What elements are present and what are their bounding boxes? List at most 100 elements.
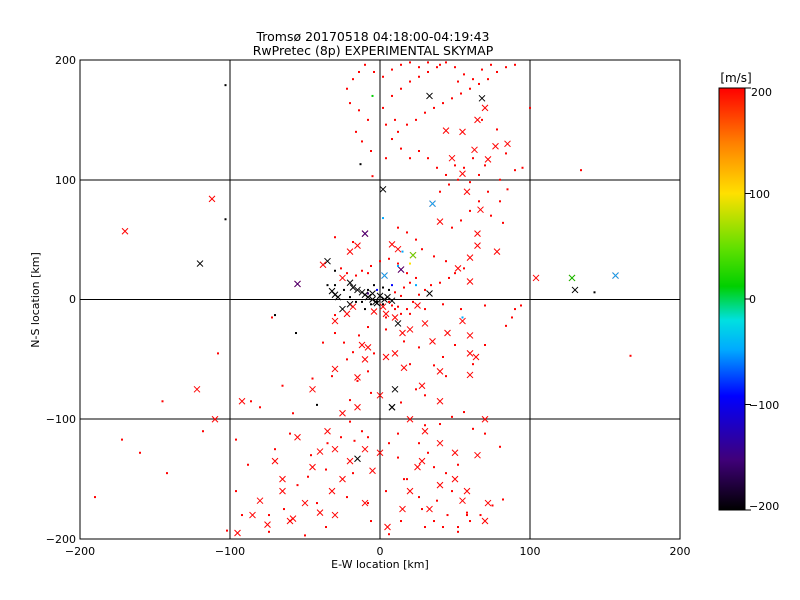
data-point-dot (397, 305, 399, 308)
data-point-x (271, 457, 279, 465)
data-point-x (472, 353, 480, 361)
data-point-x (388, 403, 396, 411)
data-point-x (421, 427, 429, 435)
data-point-dot (376, 300, 378, 303)
data-point-dot (409, 157, 411, 160)
data-point-dot (382, 303, 384, 306)
data-point-dot (478, 200, 480, 203)
data-point-x (459, 497, 466, 505)
data-point-x (354, 373, 361, 381)
data-point-x (328, 287, 336, 295)
data-point-dot (472, 157, 474, 160)
data-point-dot (367, 326, 369, 329)
data-point-dot (529, 106, 531, 109)
data-point-x (414, 463, 421, 471)
data-point-x (264, 521, 271, 528)
data-point-dot (388, 300, 390, 303)
data-point-dot (373, 284, 375, 287)
data-point-x (466, 371, 474, 379)
data-point-dot (388, 442, 390, 445)
data-point-dot (361, 430, 363, 433)
data-point-dot (394, 118, 396, 121)
data-point-dot (394, 291, 396, 294)
data-point-dot (424, 111, 426, 114)
data-point-dot (310, 454, 312, 457)
data-point-x (208, 195, 216, 203)
data-point-dot (446, 514, 449, 517)
data-point-dot (385, 157, 387, 160)
data-point-dot (406, 123, 408, 126)
data-point-x (436, 481, 444, 489)
data-point-x (391, 350, 399, 357)
data-point-dot (499, 200, 501, 203)
data-point-x (369, 467, 376, 475)
data-point-dot (326, 442, 329, 445)
data-point-dot (400, 401, 402, 404)
data-point-dot (418, 75, 420, 78)
data-point-x (316, 448, 324, 455)
colorbar-ticks (745, 87, 751, 511)
data-point-dot (418, 442, 420, 445)
grid-lines (80, 60, 680, 539)
data-point-x (463, 188, 471, 196)
data-point-dot (349, 399, 351, 402)
data-point-dot (361, 140, 363, 143)
data-point-dot (379, 260, 381, 263)
data-point-x (309, 463, 316, 471)
data-point-dot (382, 106, 384, 109)
data-point-dot (472, 363, 474, 366)
data-point-x (571, 286, 579, 294)
data-point-x (346, 279, 354, 287)
data-point-dot (343, 288, 345, 291)
data-point-dot (161, 400, 164, 403)
data-point-x (436, 367, 444, 375)
data-point-dot (409, 80, 411, 83)
data-point-dot (364, 63, 366, 66)
data-point-x (279, 487, 286, 495)
data-point-dot (445, 260, 447, 263)
data-point-dot (506, 188, 509, 191)
data-point-dot (406, 272, 408, 275)
data-point-dot (463, 267, 465, 270)
plot-frame (79, 59, 681, 540)
data-point-dot (415, 118, 417, 121)
colorbar-tick-label: 100 (749, 188, 770, 201)
data-point-dot (385, 328, 387, 331)
data-point-x (474, 451, 481, 459)
data-point-dot (433, 255, 435, 258)
colorbar-gradient (718, 87, 746, 511)
data-point-x (429, 338, 436, 345)
data-point-x (466, 350, 474, 357)
data-point-dot (469, 209, 471, 212)
data-point-dot (326, 284, 329, 287)
data-point-x (418, 457, 426, 465)
data-point-dot (521, 166, 524, 169)
x-axis: −200 −100 0 100 200 E-W location [km] (65, 545, 691, 571)
data-point-dot (361, 269, 363, 272)
data-point-dot (259, 406, 261, 409)
data-point-dot (388, 288, 390, 291)
data-point-dot (352, 472, 354, 475)
data-point-dot (268, 530, 270, 533)
data-point-dot (311, 377, 314, 380)
x-tick-label: −200 (65, 545, 95, 558)
data-point-dot (94, 496, 96, 499)
data-point-dot (394, 308, 396, 311)
y-axis: −200 −100 0 100 200 N-S location [km] (29, 54, 76, 546)
data-point-dot (376, 288, 378, 291)
data-point-dot (409, 312, 411, 315)
data-point-dot (346, 272, 348, 275)
data-point-dot (121, 438, 123, 441)
data-point-dot (401, 250, 404, 253)
data-point-dot (355, 130, 357, 133)
data-point-dot (490, 63, 492, 66)
data-point-dot (397, 432, 399, 435)
data-point-dot (403, 340, 405, 343)
y-axis-label: N-S location [km] (29, 252, 42, 348)
data-point-x (388, 241, 396, 248)
data-point-dot (409, 262, 411, 265)
data-point-x (484, 156, 492, 163)
data-point-dot (412, 300, 414, 303)
data-point-dot (367, 370, 369, 373)
data-point-x (361, 230, 369, 237)
